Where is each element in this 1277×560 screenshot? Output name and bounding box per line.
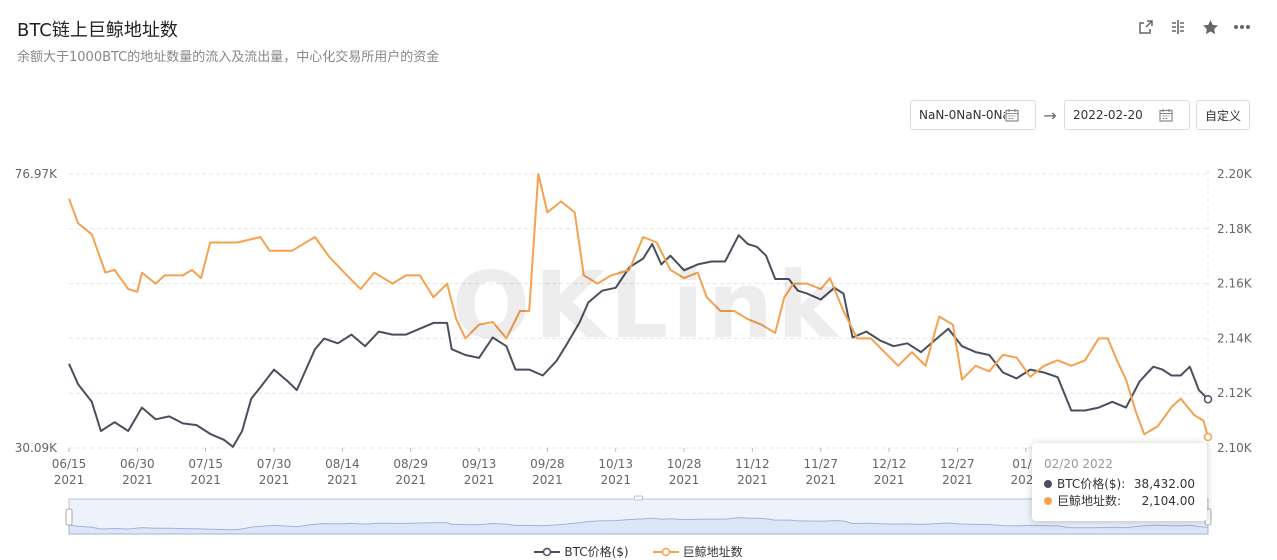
calendar-icon[interactable] [1159,108,1173,122]
whale-last-point [1203,432,1213,442]
calendar-icon[interactable] [1005,108,1019,122]
legend-item-whale[interactable]: 巨鲸地址数 [652,543,743,560]
tooltip-row-btc: BTC价格($): 38,432.00 [1044,475,1195,492]
btc-dot-icon [1044,479,1052,488]
x-axis: 06/15 2021 06/30 2021 07/15 2021 07/30 2021 08/1… [52,448,1041,487]
start-date-input[interactable] [918,108,1005,122]
zoom-overview-area [68,517,1209,535]
more-icon[interactable] [1233,18,1251,36]
share-icon[interactable] [1137,18,1155,36]
legend-line-circle-icon [652,547,679,556]
right-axis-tick-label: 2.12K [1217,386,1253,400]
series-lines [68,173,1213,448]
right-axis-tick-label: 2.20K [1217,167,1253,181]
x-tick-label: 08/29 [393,457,428,471]
right-y-axis: 2.20K 2.18K 2.16K 2.14K 2.12K 2.10K [1217,167,1253,455]
left-y-axis: 76.97K 30.09K [15,167,58,455]
tooltip-date: 02/20 2022 [1044,457,1113,471]
x-tick-year-label: 2021 [464,473,495,487]
x-tick-label: 09/28 [530,457,565,471]
custom-range-button[interactable]: 自定义 [1195,100,1250,130]
left-axis-tick-label: 30.09K [15,441,58,455]
legend-item-btc[interactable]: BTC价格($) [534,543,629,560]
x-tick-year-label: 2021 [737,473,768,487]
x-tick-year-label: 2021 [805,473,836,487]
tooltip-row-whale: 巨鲸地址数: 2,104.00 [1044,492,1195,509]
chart-title: BTC链上巨鲸地址数 [17,20,178,41]
whale-dot-icon [1044,496,1052,505]
x-tick-label: 06/30 [120,457,155,471]
x-tick-year-label: 2021 [532,473,563,487]
right-axis-tick-label: 2.18K [1217,222,1253,236]
zoom-drag-grip[interactable] [634,495,643,501]
x-tick-year-label: 2021 [942,473,973,487]
x-tick-label: 07/15 [188,457,223,471]
end-date-box[interactable] [1063,100,1190,130]
x-tick-label: 12/27 [940,457,975,471]
start-date-box[interactable] [909,100,1036,130]
x-tick-label: 07/30 [257,457,292,471]
x-tick-label: 10/28 [667,457,702,471]
end-date-input[interactable] [1072,108,1159,122]
x-tick-year-label: 2021 [122,473,153,487]
whale-count-line [68,173,1209,438]
compare-icon[interactable] [1169,18,1187,36]
range-arrow-icon: → [1043,105,1057,125]
left-axis-tick-label: 76.97K [15,167,58,181]
chart-grid [69,170,1209,449]
chart-tooltip: 02/20 2022 BTC价格($): 38,432.00 巨鲸地址数: 2,… [1032,443,1207,521]
right-axis-tick-label: 2.10K [1217,441,1253,455]
x-tick-year-label: 2021 [190,473,221,487]
star-icon[interactable] [1201,18,1219,36]
zoom-slider [65,495,1212,535]
legend-label-whale: 巨鲸地址数 [682,545,743,559]
btc-last-point [1203,394,1213,404]
x-tick-label: 10/13 [598,457,633,471]
x-tick-label: 11/27 [803,457,838,471]
legend-line-circle-icon [534,547,561,556]
zoom-handle-left[interactable] [65,508,73,526]
legend-label-btc: BTC价格($) [564,545,629,559]
x-tick-year-label: 2021 [259,473,290,487]
right-axis-tick-label: 2.14K [1217,331,1253,345]
x-tick-year-label: 2021 [600,473,631,487]
x-tick-label: 12/12 [872,457,907,471]
btc-price-line [68,234,1209,448]
x-tick-year-label: 2021 [874,473,905,487]
x-tick-year-label: 2021 [395,473,426,487]
x-tick-year-label: 2021 [669,473,700,487]
date-range-controls: → 自定义 [909,100,1250,130]
x-tick-year-label: 2021 [327,473,358,487]
tooltip-label: 巨鲸地址数: [1057,494,1122,508]
x-tick-year-label: 2021 [54,473,85,487]
chart-legend: BTC价格($) 巨鲸地址数 [0,543,1277,560]
tooltip-value: 2,104.00 [1141,493,1195,508]
x-tick-label: 11/12 [735,457,770,471]
chart-subtitle: 余额大于1000BTC的地址数量的流入及流出量，中心化交易所用户的资金 [17,50,440,65]
x-tick-label: 09/13 [462,457,497,471]
tooltip-label: BTC价格($): [1057,477,1126,491]
tooltip-value: 38,432.00 [1133,476,1195,491]
right-axis-tick-label: 2.16K [1217,277,1253,291]
chart-toolbar [1137,18,1251,36]
x-tick-label: 06/15 [52,457,87,471]
x-tick-label: 08/14 [325,457,360,471]
